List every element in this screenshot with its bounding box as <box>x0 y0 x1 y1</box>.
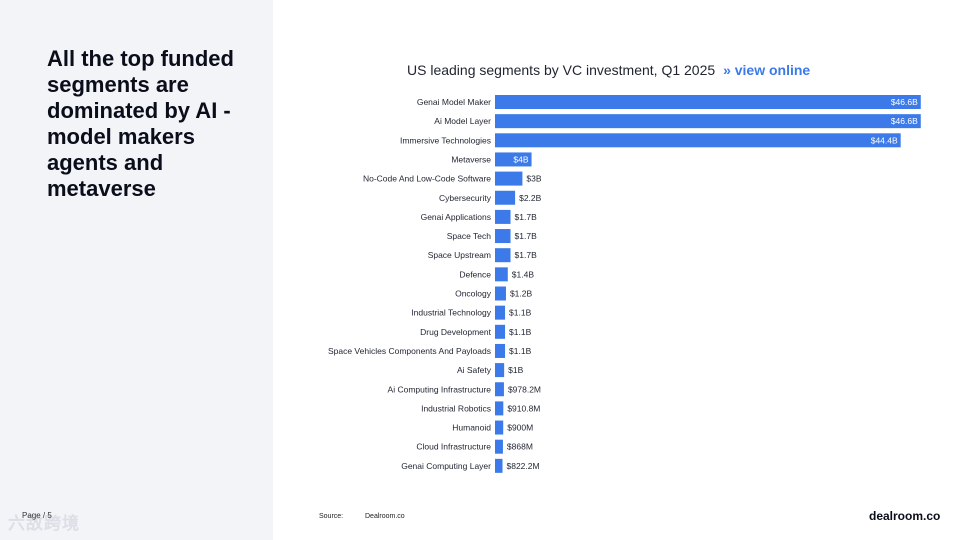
value-label: $1.7B <box>515 250 538 260</box>
category-label: Cybersecurity <box>439 193 492 203</box>
value-label: $44.4B <box>871 135 898 145</box>
brand-logo: dealroom.co <box>869 509 941 523</box>
bar <box>495 190 516 205</box>
value-label: $1.4B <box>512 269 535 279</box>
value-label: $900M <box>507 423 533 433</box>
headline: All the top funded segments are dominate… <box>47 46 234 201</box>
category-label: Ai Model Layer <box>434 116 491 126</box>
value-label: $978.2M <box>508 384 541 394</box>
category-label: Ai Safety <box>457 365 492 375</box>
bar <box>495 286 506 301</box>
bar <box>495 305 506 320</box>
value-label: $1.7B <box>515 212 538 222</box>
category-label: Space Upstream <box>428 250 491 260</box>
bar <box>495 401 504 416</box>
value-label: $46.6B <box>891 97 918 107</box>
bar <box>495 343 506 358</box>
category-label: Cloud Infrastructure <box>416 442 491 452</box>
bar <box>495 95 921 109</box>
value-label: $2.2B <box>519 193 542 203</box>
category-label: No-Code And Low-Code Software <box>363 174 491 184</box>
value-label: $1B <box>508 365 523 375</box>
bar <box>495 458 503 473</box>
bar <box>495 248 511 263</box>
bar <box>495 363 505 378</box>
value-label: $3B <box>526 174 541 184</box>
category-label: Drug Development <box>420 327 492 337</box>
value-label: $868M <box>507 442 533 452</box>
bar <box>495 382 504 397</box>
category-label: Genai Computing Layer <box>401 461 491 471</box>
bar <box>495 114 921 129</box>
category-label: Defence <box>459 269 491 279</box>
value-label: $822.2M <box>507 461 540 471</box>
page-number: Page / 5 <box>22 511 52 520</box>
category-label: Industrial Robotics <box>421 403 491 413</box>
category-label: Space Tech <box>447 231 492 241</box>
chart-title-row: US leading segments by VC investment, Q1… <box>407 62 810 78</box>
category-label: Genai Applications <box>421 212 491 222</box>
category-label: Humanoid <box>452 423 491 433</box>
category-label: Genai Model Maker <box>417 97 491 107</box>
source-value: Dealroom.co <box>365 513 405 520</box>
view-online-link[interactable]: » view online <box>723 62 811 78</box>
category-label: Metaverse <box>451 154 491 164</box>
watermark-logo: 六敌跨境 <box>8 514 80 533</box>
bar <box>495 171 523 186</box>
value-label: $1.7B <box>515 231 538 241</box>
category-label: Immersive Technologies <box>400 135 491 145</box>
category-label: Ai Computing Infrastructure <box>388 384 492 394</box>
category-label: Space Vehicles Components And Payloads <box>328 346 491 356</box>
bar <box>495 420 504 435</box>
bar <box>495 133 901 148</box>
value-label: $1.1B <box>509 346 532 356</box>
value-label: $4B <box>513 154 528 164</box>
bar <box>495 152 532 167</box>
bar <box>495 267 508 282</box>
bar <box>495 439 503 454</box>
bar <box>495 209 511 224</box>
bar <box>495 229 511 244</box>
value-label: $910.8M <box>507 403 540 413</box>
bar <box>495 324 506 339</box>
category-label: Oncology <box>455 289 492 299</box>
category-label: Industrial Technology <box>411 308 491 318</box>
chart-title: US leading segments by VC investment, Q1… <box>407 62 716 78</box>
value-label: $1.1B <box>509 308 532 318</box>
value-label: $1.2B <box>510 289 533 299</box>
value-label: $46.6B <box>891 116 918 126</box>
value-label: $1.1B <box>509 327 532 337</box>
source-label: Source: <box>319 513 344 520</box>
left-panel: All the top funded segments are dominate… <box>0 0 273 540</box>
